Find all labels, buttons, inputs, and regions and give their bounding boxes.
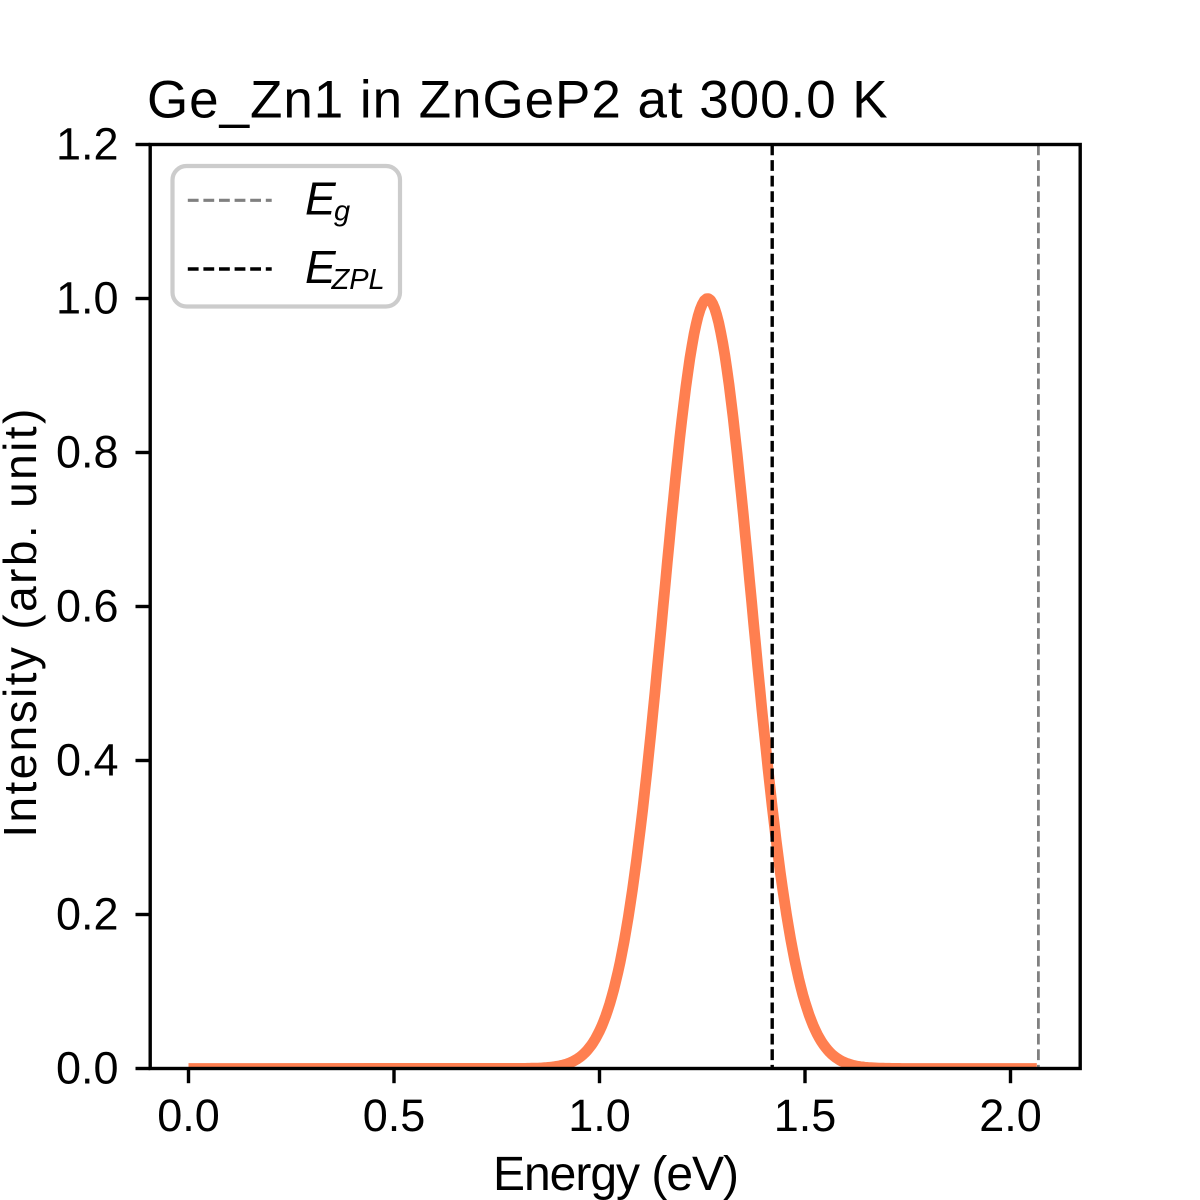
svg-text:g: g bbox=[334, 196, 350, 228]
svg-text:0.5: 0.5 bbox=[363, 1090, 426, 1141]
svg-text:E: E bbox=[305, 173, 337, 225]
svg-text:E: E bbox=[305, 241, 337, 293]
svg-text:Energy (eV): Energy (eV) bbox=[493, 1148, 738, 1200]
svg-text:Ge_Zn1 in ZnGeP2 at 300.0 K: Ge_Zn1 in ZnGeP2 at 300.0 K bbox=[147, 71, 889, 130]
svg-text:1.0: 1.0 bbox=[568, 1090, 631, 1141]
svg-text:2.0: 2.0 bbox=[979, 1090, 1042, 1141]
svg-text:0.4: 0.4 bbox=[56, 735, 119, 786]
svg-text:1.5: 1.5 bbox=[774, 1090, 837, 1141]
svg-text:0.2: 0.2 bbox=[56, 889, 119, 940]
svg-text:0.8: 0.8 bbox=[56, 427, 119, 478]
svg-text:0.0: 0.0 bbox=[56, 1043, 119, 1094]
svg-text:ZPL: ZPL bbox=[331, 264, 385, 296]
svg-text:0.0: 0.0 bbox=[157, 1090, 220, 1141]
svg-text:0.6: 0.6 bbox=[56, 581, 119, 632]
svg-text:1.0: 1.0 bbox=[56, 273, 119, 324]
svg-text:Intensity (arb. unit): Intensity (arb. unit) bbox=[0, 406, 46, 837]
svg-text:1.2: 1.2 bbox=[56, 119, 119, 170]
